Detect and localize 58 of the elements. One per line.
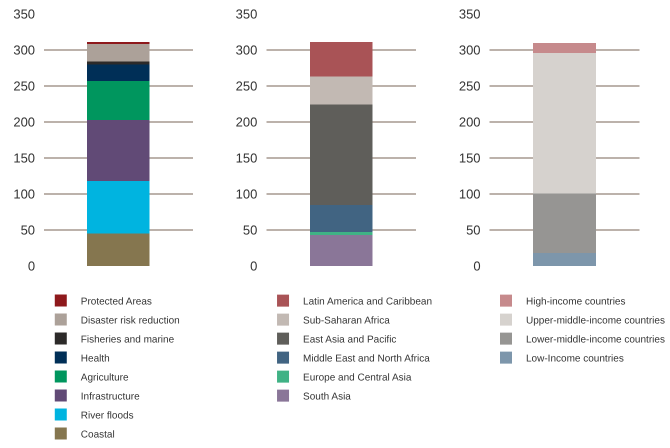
bar [87, 80, 150, 120]
bar [532, 42, 596, 53]
y-tick-label: 0 [473, 258, 481, 274]
y-tick-label: 350 [236, 6, 258, 22]
legend-label: Infrastructure [80, 391, 140, 402]
bar [532, 52, 596, 194]
legend-label: Middle East and North Africa [303, 354, 430, 365]
legend-label: Europe and Central Asia [303, 372, 412, 384]
legend-label: East Asia and Pacific [303, 334, 396, 346]
bar [310, 204, 373, 232]
legend-label: Protected Areas [80, 296, 152, 308]
y-tick-label: 350 [458, 6, 481, 22]
y-tick-label: 250 [236, 78, 258, 94]
y-tick-label: 100 [458, 186, 481, 202]
bar [87, 120, 150, 182]
y-tick-label: 300 [236, 42, 258, 58]
bar [310, 42, 373, 77]
bar [310, 232, 373, 236]
y-tick-label: 200 [458, 114, 481, 130]
y-tick-label: 50 [242, 222, 258, 238]
y-tick-label: 100 [236, 186, 258, 202]
legend-label: River floods [80, 410, 134, 422]
y-tick-label: 350 [13, 6, 36, 22]
y-tick-label: 50 [466, 222, 481, 238]
legend-label: Latin America and Caribbean [303, 296, 432, 308]
y-tick-label: 0 [28, 258, 36, 274]
bar [310, 235, 373, 266]
y-tick-label: 300 [13, 42, 36, 58]
bar [532, 193, 596, 254]
legend-label: Health [80, 353, 110, 364]
y-tick-label: 250 [13, 78, 36, 94]
bar [87, 234, 150, 266]
y-tick-label: 250 [458, 78, 481, 94]
legend-label: Upper-middle-income countries [526, 316, 665, 327]
bar [87, 62, 150, 64]
legend-label: South Asia [303, 392, 352, 403]
bar [310, 104, 373, 205]
legend-label: High-income countries [526, 296, 626, 308]
bar [87, 181, 150, 234]
legend-label: Fisheries and marine [80, 334, 175, 346]
legend-label: Disaster risk reduction [80, 315, 180, 326]
legend-label: Lower-middle-income countries [526, 334, 665, 346]
bar [87, 44, 150, 62]
y-tick-label: 50 [20, 222, 36, 238]
bar [87, 64, 150, 81]
legend-label: Agriculture [80, 372, 130, 384]
legend-label: Sub-Saharan Africa [303, 316, 390, 327]
y-tick-label: 100 [13, 186, 36, 202]
y-tick-label: 150 [13, 150, 36, 166]
y-tick-label: 150 [458, 150, 481, 166]
legend-label: Coastal [80, 429, 115, 440]
y-tick-label: 200 [13, 114, 36, 130]
y-tick-label: 150 [236, 150, 258, 166]
y-tick-label: 200 [236, 114, 258, 130]
y-tick-label: 0 [250, 258, 258, 274]
y-tick-label: 300 [458, 42, 481, 58]
bar [532, 253, 596, 266]
legend-label: Low-Income countries [526, 354, 624, 365]
